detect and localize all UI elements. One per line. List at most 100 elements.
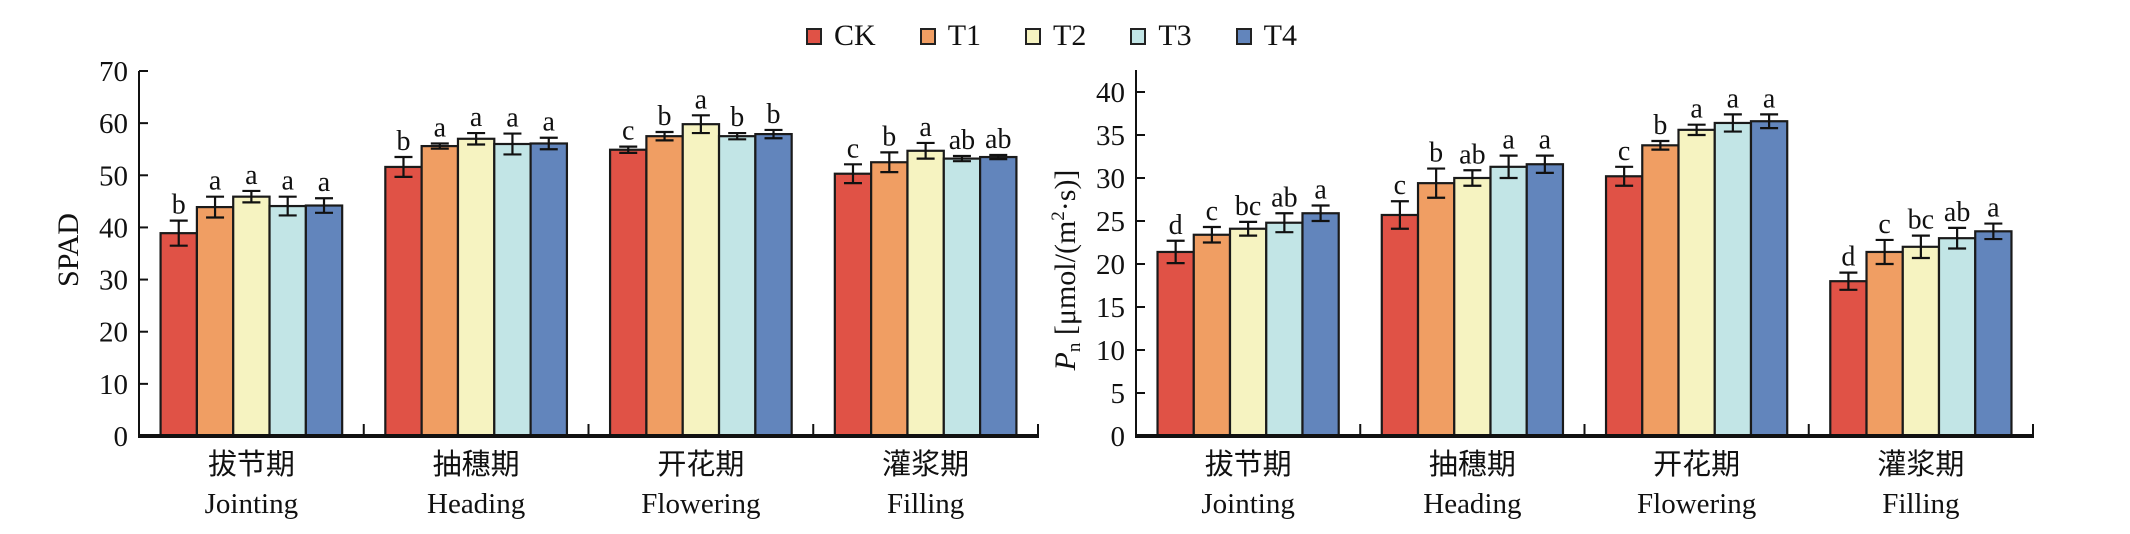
- significance-letter-ck-filling: d: [1841, 242, 1855, 273]
- x-tick-label-en-jointing: Jointing: [1201, 488, 1294, 520]
- legend: CK T1 T2 T3 T4: [806, 14, 1341, 58]
- significance-letter-t3-filling: ab: [949, 125, 975, 156]
- legend-item-t3: T3: [1130, 21, 1192, 51]
- significance-letter-t2-jointing: a: [245, 160, 258, 191]
- error-bar-ck-heading: [1390, 200, 1409, 230]
- x-tick-label-en-filling: Filling: [1882, 488, 1959, 520]
- x-tick-label-en-flowering: Flowering: [1637, 488, 1756, 520]
- x-tick-label-cn-heading: 抽穗期: [433, 448, 520, 481]
- significance-letter-t1-heading: b: [1429, 138, 1443, 169]
- significance-letter-t1-filling: b: [882, 121, 896, 152]
- error-bar-t1-filling: [1875, 238, 1894, 266]
- bar-t1-filling: [1865, 250, 1904, 438]
- y-tick-label: 20: [1096, 249, 1125, 281]
- y-tick-label: 10: [1096, 335, 1125, 367]
- error-bar-ck-flowering: [619, 145, 638, 154]
- error-bar-t3-filling: [1948, 226, 1967, 250]
- significance-letter-t4-heading: a: [1539, 125, 1552, 156]
- significance-letter-t1-jointing: c: [1206, 196, 1218, 227]
- y-tick-label: 40: [99, 212, 128, 244]
- bar-t2-heading: [456, 137, 496, 438]
- x-tick-label-en-heading: Heading: [1423, 488, 1521, 520]
- significance-letter-t1-heading: a: [434, 112, 447, 143]
- significance-letter-t4-flowering: a: [1763, 83, 1776, 114]
- bar-t2-filling: [906, 149, 945, 438]
- bar-t1-jointing: [1192, 233, 1232, 438]
- bar-ck-flowering: [608, 148, 648, 438]
- legend-label-ck: CK: [834, 19, 876, 52]
- significance-letter-t1-jointing: a: [209, 166, 222, 197]
- x-tick-label-cn-filling: 灌浆期: [1877, 448, 1964, 481]
- y-axis-title-unit-tail: ·s)]: [1049, 170, 1082, 212]
- bar-t2-heading: [1453, 176, 1492, 438]
- x-tick-label-cn-flowering: 开花期: [1653, 448, 1740, 481]
- error-bar-t1-flowering: [655, 130, 674, 142]
- error-bar-t3-flowering: [728, 131, 747, 141]
- bar-t3-heading: [493, 142, 532, 438]
- bar-t2-flowering: [1677, 128, 1716, 438]
- bar-t3-flowering: [717, 135, 757, 438]
- y-tick-label: 5: [1111, 378, 1126, 410]
- y-tick-label: 70: [99, 56, 128, 88]
- legend-label-t2: T2: [1053, 19, 1087, 52]
- legend-label-t1: T1: [947, 19, 982, 52]
- error-bar-ck-jointing: [1166, 239, 1185, 265]
- legend-swatch-t1: [919, 27, 936, 45]
- error-bar-t4-jointing: [1311, 204, 1330, 223]
- bar-t4-filling: [979, 155, 1018, 438]
- bar-t1-jointing: [195, 205, 235, 438]
- bar-t1-flowering: [645, 135, 684, 438]
- significance-letter-ck-flowering: c: [1618, 136, 1630, 167]
- x-tick-label-cn-filling: 灌浆期: [882, 448, 969, 481]
- bar-ck-jointing: [159, 232, 198, 438]
- bar-t4-flowering: [1749, 120, 1789, 438]
- x-tick-label-cn-jointing: 拔节期: [1205, 448, 1292, 481]
- legend-swatch-t3: [1130, 27, 1147, 45]
- error-bar-t2-heading: [1463, 169, 1482, 187]
- significance-letter-t1-flowering: b: [658, 101, 672, 132]
- bar-t3-flowering: [1713, 121, 1753, 438]
- y-tick-label: 35: [1096, 120, 1125, 152]
- legend-item-t4: T4: [1235, 21, 1297, 51]
- significance-letter-t3-flowering: b: [730, 102, 744, 133]
- error-bar-t4-heading: [539, 136, 558, 151]
- significance-letter-t3-jointing: a: [281, 166, 294, 197]
- y-tick-label: 50: [99, 160, 128, 192]
- legend-swatch-t2: [1025, 27, 1042, 45]
- error-bar-t3-flowering: [1723, 113, 1742, 133]
- error-bar-t4-flowering: [764, 128, 783, 140]
- legend-item-t1: T1: [919, 19, 982, 52]
- legend-swatch-ck: [806, 27, 822, 45]
- y-tick-label: 0: [1111, 421, 1126, 453]
- bar-t2-jointing: [232, 195, 271, 438]
- significance-letter-ck-heading: b: [396, 126, 410, 157]
- y-tick-label: 10: [99, 369, 128, 401]
- bar-t1-heading: [1416, 182, 1456, 438]
- significance-letter-t2-flowering: a: [695, 84, 708, 115]
- significance-letter-t3-flowering: a: [1727, 83, 1740, 114]
- significance-letter-t2-jointing: bc: [1235, 191, 1261, 222]
- significance-letter-t2-heading: ab: [1459, 139, 1485, 170]
- bar-ck-heading: [384, 165, 423, 438]
- error-bar-ck-flowering: [1615, 165, 1634, 187]
- y-tick-label: 15: [1096, 292, 1125, 324]
- error-bar-t1-heading: [1427, 167, 1446, 199]
- bar-t3-filling: [942, 157, 982, 438]
- significance-letter-t3-heading: a: [1502, 125, 1515, 156]
- bar-ck-filling: [833, 172, 873, 438]
- x-tick-label-en-flowering: Flowering: [641, 488, 760, 520]
- error-bar-t1-jointing: [1202, 225, 1221, 244]
- error-bar-t3-filling: [952, 154, 971, 163]
- significance-letter-t2-filling: bc: [1908, 205, 1934, 236]
- error-bar-ck-jointing: [169, 219, 188, 247]
- y-axis-title-subscript: n: [1064, 342, 1085, 352]
- significance-letter-t2-heading: a: [470, 102, 483, 133]
- significance-letter-ck-jointing: d: [1169, 210, 1183, 241]
- error-bar-t4-filling: [989, 153, 1008, 161]
- x-tick-label-cn-jointing: 拔节期: [208, 448, 295, 481]
- error-bar-t2-heading: [467, 131, 486, 146]
- bar-ck-filling: [1829, 280, 1868, 438]
- bar-t2-flowering: [681, 123, 721, 438]
- error-bar-t4-jointing: [315, 197, 334, 214]
